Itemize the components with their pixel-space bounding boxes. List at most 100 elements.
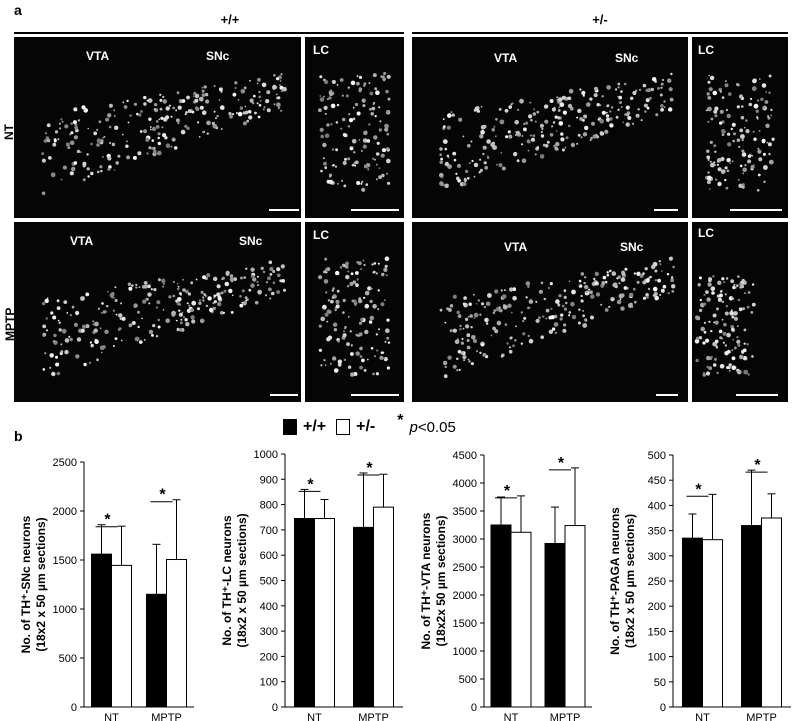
- neuron-dot: [76, 337, 82, 342]
- neuron-dot: [244, 110, 249, 115]
- neuron-dot: [114, 115, 116, 117]
- neuron-dot: [733, 311, 738, 316]
- neuron-dot: [759, 78, 761, 80]
- neuron-dot: [361, 358, 365, 363]
- neuron-dot: [713, 144, 717, 148]
- neuron-dot: [96, 143, 100, 147]
- neuron-dot: [354, 102, 359, 107]
- neuron-dot: [332, 356, 337, 361]
- neuron-dot: [90, 142, 93, 146]
- neuron-dot: [718, 293, 723, 298]
- neuron-dot: [42, 302, 46, 306]
- neuron-dot: [743, 342, 746, 345]
- neuron-dot: [475, 106, 480, 111]
- scale-bar: [730, 209, 782, 211]
- neuron-dot: [652, 261, 658, 267]
- neuron-dot: [60, 178, 63, 181]
- neuron-dot: [325, 271, 328, 274]
- legend-p-threshold: <0.05: [417, 418, 456, 436]
- neuron-dot: [606, 273, 610, 277]
- neuron-dot: [737, 178, 740, 181]
- neuron-dot: [194, 98, 199, 103]
- neuron-dot: [206, 273, 211, 278]
- neuron-dot: [507, 130, 511, 134]
- neuron-dot: [485, 322, 489, 325]
- neuron-dot: [550, 307, 553, 310]
- neuron-dot: [336, 84, 339, 86]
- y-tick-label: 500: [648, 450, 666, 462]
- region-label-lc: LC: [698, 43, 714, 57]
- neuron-dot: [733, 346, 737, 350]
- neuron-dot: [736, 336, 739, 339]
- neuron-dot: [348, 316, 350, 318]
- neuron-dot: [496, 163, 498, 166]
- neuron-dot: [165, 106, 170, 111]
- neuron-dot: [249, 98, 254, 103]
- neuron-dot: [721, 318, 724, 321]
- neuron-dot: [99, 165, 103, 169]
- neuron-dot: [642, 83, 647, 88]
- neuron-dot: [617, 82, 621, 86]
- neuron-dot: [218, 292, 222, 295]
- neuron-dot: [456, 357, 459, 361]
- neuron-dot: [556, 98, 559, 101]
- neuron-dot: [709, 160, 712, 163]
- neuron-dot: [636, 280, 640, 284]
- neuron-dot: [323, 279, 329, 284]
- neuron-dot: [375, 90, 380, 95]
- neuron-dot: [281, 279, 285, 283]
- neuron-dot: [85, 292, 90, 297]
- neuron-dot: [68, 335, 71, 338]
- neuron-dot: [157, 136, 160, 140]
- neuron-dot: [672, 265, 675, 269]
- neuron-dot: [141, 317, 143, 320]
- neuron-dot: [324, 112, 327, 115]
- neuron-dot: [507, 303, 512, 308]
- neuron-dot: [327, 299, 331, 302]
- neuron-dot: [439, 181, 444, 186]
- neuron-dot: [358, 89, 362, 93]
- neuron-dot: [46, 123, 51, 128]
- region-label-vta: VTA: [494, 51, 518, 65]
- neuron-dot: [707, 80, 711, 84]
- neuron-dot: [627, 115, 632, 121]
- y-axis-label: No. of TH⁺-SNc neurons (18x2 x 50 µm sect…: [19, 515, 48, 653]
- neuron-dot: [279, 79, 282, 82]
- neuron-dot: [482, 352, 487, 357]
- neuron-dot: [479, 134, 484, 139]
- neuron-dot: [716, 371, 719, 374]
- neuron-dot: [382, 351, 385, 354]
- neuron-dot: [128, 286, 133, 291]
- neuron-dot: [494, 289, 499, 294]
- neuron-dot: [108, 103, 113, 108]
- neuron-dot: [73, 322, 78, 327]
- neuron-dot: [349, 281, 354, 286]
- neuron-dot: [344, 327, 347, 330]
- neuron-dot: [708, 87, 713, 92]
- neuron-dot: [372, 372, 375, 376]
- neuron-dot: [720, 169, 726, 175]
- neuron-dot: [610, 297, 615, 302]
- neuron-dot: [608, 305, 611, 309]
- neuron-dot: [724, 293, 727, 296]
- neuron-dot: [107, 167, 111, 171]
- neuron-dot: [596, 103, 600, 107]
- neuron-dot: [504, 323, 508, 326]
- neuron-dot: [753, 164, 755, 167]
- neuron-dot: [93, 328, 98, 333]
- neuron-dot: [206, 120, 211, 126]
- neuron-dot: [320, 364, 323, 367]
- neuron-dot: [371, 106, 376, 111]
- neuron-dot: [655, 113, 659, 117]
- neuron-dot: [624, 113, 627, 116]
- neuron-dot: [106, 305, 109, 308]
- neuron-dot: [145, 137, 150, 142]
- neuron-dot: [706, 365, 709, 369]
- neuron-dot: [751, 355, 754, 358]
- neuron-dot: [658, 260, 661, 263]
- y-tick-label: 250: [648, 576, 666, 588]
- neuron-dot: [235, 112, 238, 114]
- neuron-dot: [763, 165, 768, 170]
- neuron-dot: [632, 287, 636, 291]
- neuron-dot: [647, 287, 651, 291]
